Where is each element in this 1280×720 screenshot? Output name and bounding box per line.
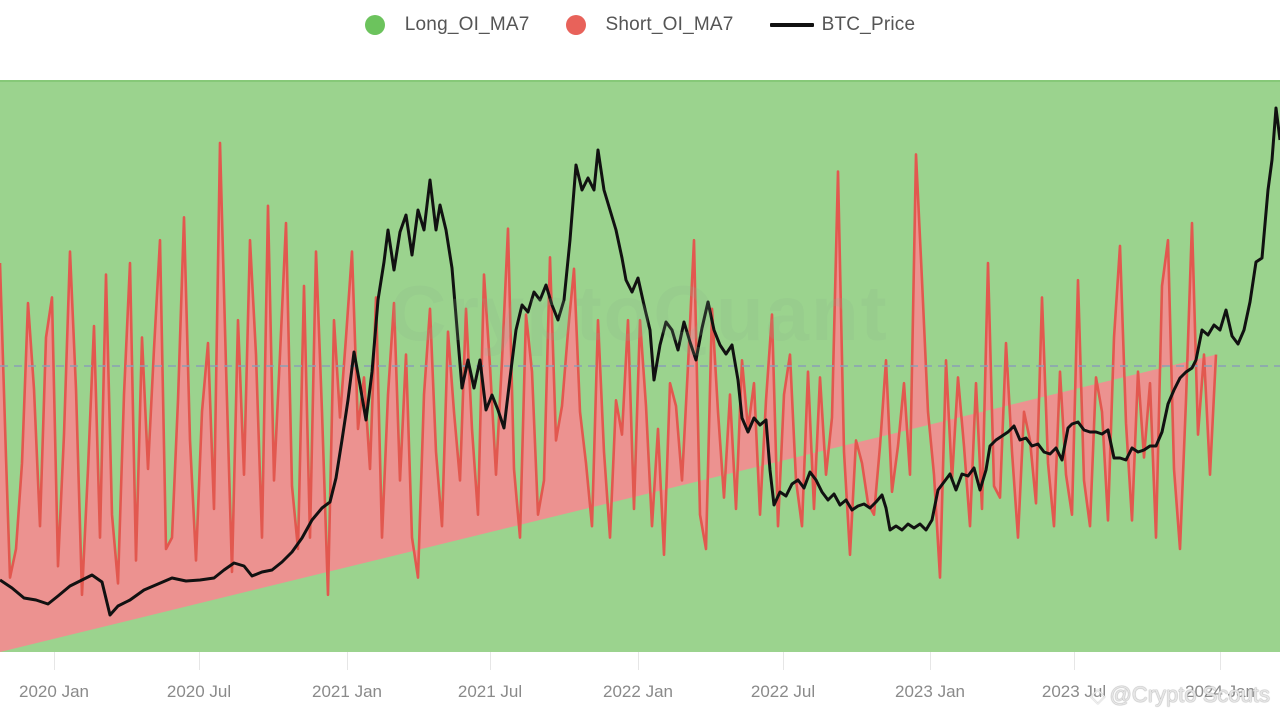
plot-area xyxy=(0,80,1280,652)
x-tick-label: 2023 Jan xyxy=(895,682,965,701)
legend-label-short-oi: Short_OI_MA7 xyxy=(605,14,734,35)
x-tick-label: 2022 Jul xyxy=(750,682,816,701)
x-tick-mark xyxy=(199,652,200,670)
long-oi-dot-icon xyxy=(364,15,385,35)
chart-canvas xyxy=(0,80,1280,652)
short-oi-area xyxy=(0,142,1216,652)
binance-square-logo-icon: ◇ xyxy=(1090,684,1106,707)
watermark-crypto-scouts: ◇ @Crypto Scouts xyxy=(1090,682,1270,708)
x-tick-mark xyxy=(638,652,639,670)
short-oi-line xyxy=(0,141,1218,597)
legend-item-long-oi[interactable]: Long_OI_MA7 xyxy=(364,14,530,36)
x-tick-mark xyxy=(1074,652,1075,670)
x-tick-label: 2023 Jul xyxy=(1041,682,1107,701)
x-tick-mark xyxy=(54,652,55,670)
x-tick-mark xyxy=(347,652,348,670)
btc-price-line-icon xyxy=(769,23,814,27)
x-tick-label: 2022 Jan xyxy=(603,682,673,701)
x-tick-mark xyxy=(1220,652,1221,670)
short-oi-dot-icon xyxy=(565,15,586,35)
x-tick-label: 2020 Jul xyxy=(166,682,232,701)
x-tick-mark xyxy=(930,652,931,670)
x-tick-label: 2021 Jan xyxy=(312,682,382,701)
x-tick-mark xyxy=(783,652,784,670)
legend-label-long-oi: Long_OI_MA7 xyxy=(404,14,530,35)
legend-label-btc-price: BTC_Price xyxy=(821,14,916,35)
x-axis: 2020 Jan 2020 Jul 2021 Jan 2021 Jul 2022 Jan… xyxy=(0,652,1280,720)
x-tick-mark xyxy=(490,652,491,670)
legend-item-short-oi[interactable]: Short_OI_MA7 xyxy=(565,14,734,36)
btc-price-line xyxy=(0,106,1280,617)
legend-item-btc-price[interactable]: BTC_Price xyxy=(769,14,916,36)
plot-top-border xyxy=(0,80,1280,82)
watermark-corner-text: @Crypto Scouts xyxy=(1109,682,1271,707)
x-tick-label: 2024 Jan xyxy=(1185,682,1255,701)
chart-legend: Long_OI_MA7 Short_OI_MA7 BTC_Price xyxy=(0,10,1280,40)
x-tick-label: 2020 Jan xyxy=(19,682,89,701)
x-tick-label: 2021 Jul xyxy=(457,682,523,701)
